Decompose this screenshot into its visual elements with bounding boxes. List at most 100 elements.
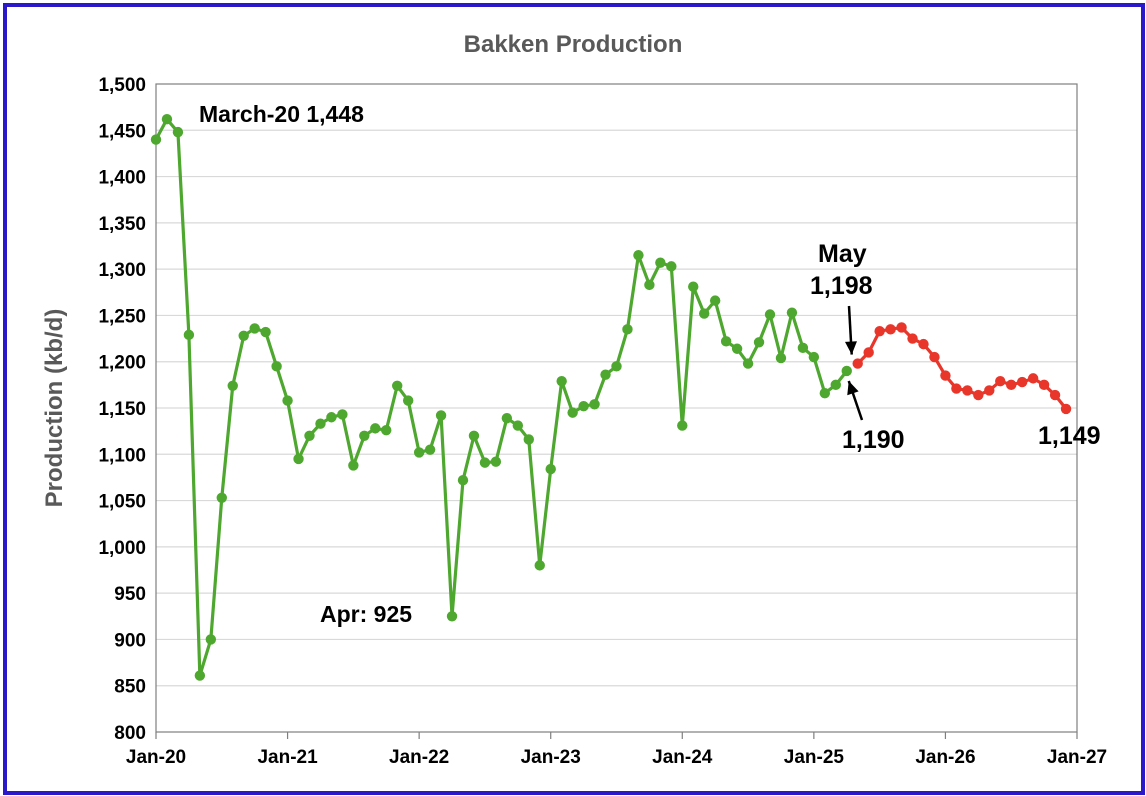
data-point-actual: [786, 307, 798, 318]
data-point-actual: [457, 475, 469, 486]
y-tick-label: 1,500: [98, 75, 146, 96]
data-point-actual: [238, 330, 249, 341]
data-point-forecast: [896, 322, 907, 333]
data-point-actual: [600, 369, 611, 380]
data-point-actual: [808, 351, 820, 363]
data-point-actual: [359, 430, 370, 441]
y-tick-label: 1,350: [98, 214, 146, 235]
data-point-actual: [446, 611, 458, 622]
plot-area: [155, 83, 1078, 733]
data-point-actual: [589, 399, 600, 410]
data-point-actual: [304, 430, 315, 441]
data-point-actual: [194, 670, 206, 681]
data-point-forecast: [852, 358, 863, 369]
data-point-actual: [216, 492, 227, 503]
data-point-actual: [348, 460, 359, 471]
y-tick-label: 850: [114, 677, 146, 698]
y-tick-label: 1,150: [98, 399, 146, 420]
data-point-forecast: [907, 333, 918, 344]
data-point-actual: [731, 343, 743, 354]
data-point-forecast: [1006, 379, 1017, 391]
data-point-actual: [249, 323, 260, 334]
data-point-actual: [161, 113, 173, 125]
data-point-actual: [709, 295, 721, 306]
data-point-actual: [501, 412, 513, 424]
y-tick-label: 800: [114, 723, 146, 744]
data-point-actual: [764, 309, 776, 320]
y-tick-label: 1,450: [98, 121, 146, 142]
data-point-actual: [326, 412, 337, 423]
data-point-actual: [688, 281, 699, 292]
x-axis-ticks: Jan-20 Jan-21 Jan-22 Jan-23 Jan-24 Jan-25 Jan-…: [126, 732, 1107, 768]
data-point-actual: [720, 336, 732, 347]
x-tick-label: Jan-27: [1047, 747, 1107, 768]
y-axis-ticks: 800 850 900 950 1,000 1,050 1,100 1,150 1,200 1,2…: [98, 75, 146, 744]
data-point-forecast: [1049, 389, 1061, 401]
data-point-forecast: [940, 370, 951, 381]
data-point-actual: [293, 453, 304, 465]
data-point-actual: [227, 380, 238, 391]
x-tick-label: Jan-25: [784, 747, 845, 768]
data-point-actual: [633, 250, 644, 261]
data-point-forecast: [951, 383, 962, 394]
data-point-actual: [282, 395, 293, 406]
data-point-actual: [512, 420, 524, 431]
series-line-forecast: [856, 325, 1068, 410]
chart-title: Bakken Production: [464, 31, 683, 58]
x-tick-label: Jan-23: [521, 747, 581, 768]
arrow-may-head: [844, 341, 857, 355]
data-point-forecast: [962, 385, 973, 396]
data-point-actual: [556, 375, 567, 387]
annotation-forecast-end: 1,149: [1038, 422, 1101, 450]
data-point-actual: [797, 342, 809, 354]
data-point-actual: [260, 326, 271, 338]
data-point-forecast: [929, 351, 940, 363]
x-tick-label: Jan-24: [652, 747, 713, 768]
data-point-actual: [699, 308, 710, 319]
arrow-last-actual-head: [847, 380, 859, 396]
annotation-may-label: May: [818, 240, 867, 268]
y-tick-label: 900: [114, 630, 146, 651]
x-tick-label: Jan-20: [126, 747, 186, 768]
data-point-actual: [205, 634, 217, 645]
data-point-forecast: [918, 338, 929, 350]
data-point-actual: [413, 447, 425, 458]
chart-frame: [3, 3, 1145, 795]
data-point-actual: [271, 361, 282, 372]
data-point-forecast: [973, 389, 984, 401]
data-point-actual: [424, 444, 436, 455]
annotation-last-actual: 1,190: [842, 426, 905, 454]
x-tick-label: Jan-26: [915, 747, 975, 768]
data-point-forecast: [863, 347, 874, 358]
data-point-actual: [523, 434, 534, 445]
data-point-actual: [337, 409, 348, 420]
data-point-forecast: [874, 325, 885, 337]
data-point-forecast: [1060, 403, 1072, 415]
data-point-actual: [611, 361, 622, 372]
data-point-actual: [490, 456, 502, 467]
data-point-actual: [172, 126, 184, 138]
data-point-actual: [381, 425, 392, 436]
data-point-actual: [534, 560, 545, 571]
y-tick-label: 1,250: [98, 306, 146, 327]
y-axis-label: Production (kb/d): [41, 309, 68, 508]
annotation-may-value: 1,198: [810, 272, 873, 300]
y-tick-label: 950: [114, 584, 146, 605]
data-point-actual: [479, 457, 491, 468]
data-point-forecast: [1016, 376, 1028, 388]
data-point-actual: [545, 463, 556, 475]
data-point-forecast: [1038, 379, 1050, 391]
data-point-actual: [830, 379, 841, 391]
data-point-actual: [392, 380, 403, 391]
data-point-actual: [567, 407, 578, 418]
x-tick-label: Jan-21: [257, 747, 318, 768]
y-tick-label: 1,200: [98, 353, 146, 374]
data-point-actual: [644, 279, 655, 291]
data-point-actual: [468, 430, 480, 441]
series-layer: [150, 113, 1072, 681]
data-point-forecast: [984, 385, 995, 396]
data-point-actual: [753, 337, 765, 348]
data-point-actual: [402, 395, 414, 406]
data-point-forecast: [885, 324, 896, 335]
